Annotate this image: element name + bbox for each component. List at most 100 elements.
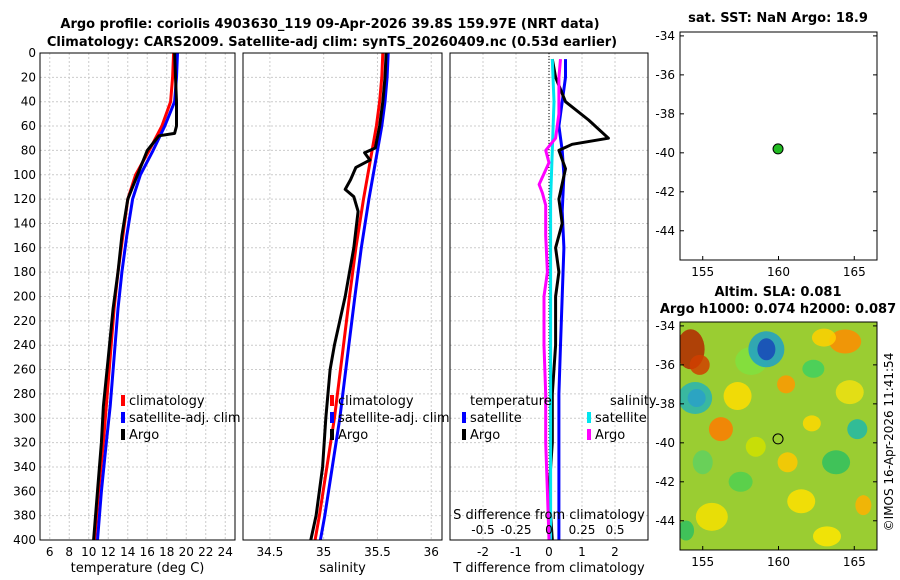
map-x-tick-label: 165 bbox=[843, 555, 866, 569]
map-y-tick-label: -34 bbox=[655, 29, 675, 43]
map-y-tick-label: -38 bbox=[655, 397, 675, 411]
map-x-tick-label: 160 bbox=[767, 555, 790, 569]
series-line-climatology bbox=[313, 52, 385, 541]
sla-anomaly-blob bbox=[708, 417, 733, 442]
salinity-legend-label: satellite-adj. clim bbox=[338, 411, 450, 426]
series-line-satellite-adj-clim bbox=[318, 52, 390, 541]
figure-title-line1: Argo profile: coriolis 4903630_119 09-Ap… bbox=[60, 17, 599, 32]
x-tick-label: 6 bbox=[46, 545, 54, 559]
series-line-argo bbox=[92, 52, 178, 541]
temperature-legend-label: Argo bbox=[129, 428, 159, 443]
map-y-tick-label: -40 bbox=[655, 146, 675, 160]
x-tick-label: 12 bbox=[101, 545, 116, 559]
diff-temperature-legend-title: temperature bbox=[470, 394, 552, 409]
sla-anomaly-blob bbox=[812, 526, 841, 547]
y-tick-label: 80 bbox=[21, 143, 36, 157]
sla-anomaly-blob bbox=[855, 495, 872, 516]
sla-anomaly-blob bbox=[802, 359, 825, 378]
s-diff-tick-label: -0.25 bbox=[500, 523, 531, 537]
x-tick-label: 8 bbox=[65, 545, 73, 559]
y-tick-label: 340 bbox=[13, 460, 36, 474]
x-axis-label: temperature (deg C) bbox=[71, 561, 205, 576]
series-line-salinity-satellite bbox=[549, 59, 556, 540]
sla-anomaly-blob bbox=[847, 419, 868, 440]
y-tick-label: 320 bbox=[13, 436, 36, 450]
salinity-legend-label: Argo bbox=[338, 428, 368, 443]
x-tick-label: 14 bbox=[120, 545, 135, 559]
x-tick-label: 18 bbox=[159, 545, 174, 559]
series-line-salinity-argo bbox=[537, 58, 562, 541]
argo-float-marker bbox=[772, 433, 784, 445]
series-line-temperature-argo bbox=[547, 58, 610, 541]
diff-salinity-legend-label: satellite bbox=[595, 411, 647, 426]
sla-map-heatmap bbox=[680, 322, 877, 550]
diff-salinity-legend-swatch bbox=[587, 412, 591, 423]
figure-title-line2: Climatology: CARS2009. Satellite-adj cli… bbox=[47, 35, 617, 50]
salinity-legend-swatch bbox=[330, 412, 334, 423]
y-tick-label: 160 bbox=[13, 241, 36, 255]
y-tick-label: 20 bbox=[21, 70, 36, 84]
diff-temperature-legend-swatch bbox=[462, 429, 466, 440]
s-diff-tick-label: 0.25 bbox=[569, 523, 596, 537]
sla-anomaly-blob bbox=[822, 450, 851, 475]
y-tick-label: 300 bbox=[13, 411, 36, 425]
sla-anomaly-blob bbox=[787, 489, 816, 514]
x-axis-label: T difference from climatology bbox=[452, 561, 645, 576]
diff-temperature-legend-swatch bbox=[462, 412, 466, 423]
map-y-tick-label: -42 bbox=[655, 185, 675, 199]
sla-anomaly-blob bbox=[687, 389, 706, 407]
argo-float-marker bbox=[772, 143, 784, 155]
y-tick-label: 260 bbox=[13, 363, 36, 377]
diff-temperature-legend-label: Argo bbox=[470, 428, 500, 443]
map-y-tick-label: -42 bbox=[655, 475, 675, 489]
y-tick-label: 140 bbox=[13, 216, 36, 230]
x-tick-label: 22 bbox=[198, 545, 213, 559]
map-y-tick-label: -36 bbox=[655, 68, 675, 82]
y-tick-label: 180 bbox=[13, 265, 36, 279]
x-tick-label: 35 bbox=[316, 545, 331, 559]
s-diff-tick-label: -0.5 bbox=[471, 523, 494, 537]
x-tick-label: 34.5 bbox=[257, 545, 284, 559]
sst-map-title: sat. SST: NaN Argo: 18.9 bbox=[688, 11, 868, 26]
x-tick-label: 0 bbox=[545, 545, 553, 559]
sla-anomaly-blob bbox=[835, 380, 864, 405]
s-diff-label: S difference from climatology bbox=[453, 508, 645, 523]
sla-anomaly-blob bbox=[829, 329, 862, 354]
x-tick-label: -1 bbox=[510, 545, 522, 559]
salinity-legend-swatch bbox=[330, 395, 334, 406]
plot-frame bbox=[39, 52, 236, 541]
sla-anomaly-blob bbox=[728, 471, 753, 492]
s-diff-tick-label: 0 bbox=[545, 523, 553, 537]
temperature-legend-label: satellite-adj. clim bbox=[129, 411, 241, 426]
x-axis-label: salinity bbox=[319, 561, 366, 576]
y-tick-label: 120 bbox=[13, 192, 36, 206]
diff-temperature-legend-label: satellite bbox=[470, 411, 522, 426]
map-x-tick-label: 155 bbox=[691, 555, 714, 569]
map-y-tick-label: -40 bbox=[655, 436, 675, 450]
x-tick-label: 24 bbox=[218, 545, 233, 559]
sla-anomaly-blob bbox=[689, 354, 710, 375]
sla-anomaly-blob bbox=[695, 502, 728, 531]
series-line-argo bbox=[309, 52, 388, 541]
sla-anomaly-blob bbox=[680, 520, 695, 541]
map-x-tick-label: 155 bbox=[691, 265, 714, 279]
x-tick-label: 36 bbox=[424, 545, 439, 559]
diff-salinity-legend-title: salinity bbox=[610, 394, 657, 409]
map-y-tick-label: -36 bbox=[655, 358, 675, 372]
y-tick-label: 100 bbox=[13, 168, 36, 182]
x-tick-label: -2 bbox=[477, 545, 489, 559]
y-tick-label: 240 bbox=[13, 338, 36, 352]
y-tick-label: 360 bbox=[13, 484, 36, 498]
x-tick-label: 1 bbox=[578, 545, 586, 559]
sla-anomaly-blob bbox=[757, 338, 776, 361]
y-tick-label: 40 bbox=[21, 95, 36, 109]
map-y-tick-label: -44 bbox=[655, 224, 675, 238]
sla-map-subtitle: Argo h1000: 0.074 h2000: 0.087 bbox=[660, 302, 896, 317]
x-tick-label: 2 bbox=[611, 545, 619, 559]
series-line-satellite-adj-clim bbox=[96, 52, 179, 541]
temperature-legend-label: climatology bbox=[129, 394, 205, 409]
y-tick-label: 60 bbox=[21, 119, 36, 133]
y-tick-label: 400 bbox=[13, 533, 36, 547]
y-tick-label: 280 bbox=[13, 387, 36, 401]
